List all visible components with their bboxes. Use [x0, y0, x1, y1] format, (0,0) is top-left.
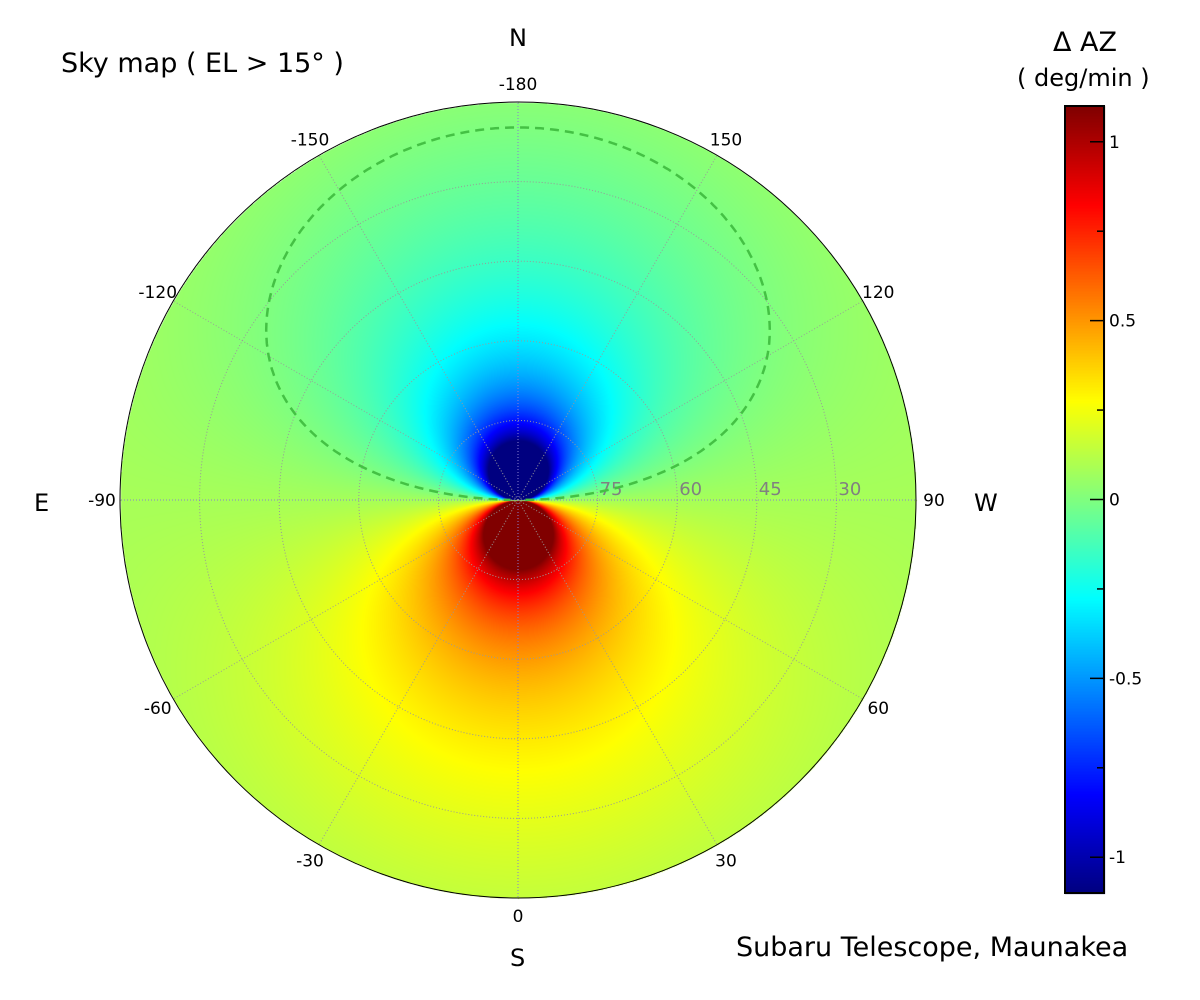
azimuth-tick-label: 30 [715, 851, 737, 871]
site-label: Subaru Telescope, Maunakea [736, 932, 1129, 963]
azimuth-spoke [517, 300, 863, 501]
azimuth-tick-label: 120 [862, 283, 894, 303]
azimuth-spoke [173, 499, 519, 700]
azimuth-tick-label: -120 [138, 283, 177, 303]
elevation-tick-label: 60 [679, 479, 702, 500]
azimuth-tick-label: 0 [513, 907, 524, 927]
azimuth-spoke [318, 155, 519, 501]
azimuth-spoke [173, 300, 519, 501]
azimuth-spoke [517, 499, 863, 700]
elevation-tick-label: 75 [600, 479, 623, 500]
colorbar-tick-label: 1 [1109, 133, 1120, 153]
compass-east: E [34, 489, 50, 517]
azimuth-tick-label: -90 [88, 491, 116, 511]
azimuth-tick-label: -60 [144, 699, 172, 719]
azimuth-spoke [318, 499, 519, 845]
colorbar-tick-label: 0.5 [1109, 312, 1136, 332]
azimuth-tick-label: -30 [296, 851, 324, 871]
elevation-tick-label: 30 [838, 479, 861, 500]
azimuth-tick-label: -180 [499, 75, 538, 95]
chart-title: Sky map ( EL > 15° ) [61, 48, 344, 79]
zero-contour [264, 126, 772, 502]
colorbar-unit: ( deg/min ) [1017, 64, 1150, 92]
elevation-ring [437, 419, 599, 581]
azimuth-tick-label: 90 [923, 491, 945, 511]
azimuth-spoke [517, 499, 718, 845]
colorbar-title: Δ AZ [1053, 27, 1118, 58]
plot-boundary [119, 101, 917, 899]
colorbar-tick-label: -1 [1109, 848, 1126, 868]
azimuth-tick-label: 150 [710, 131, 742, 151]
azimuth-tick-label: -150 [291, 131, 330, 151]
azimuth-spoke [517, 155, 718, 501]
elevation-tick-label: 45 [759, 479, 782, 500]
colorbar-tick-label: -0.5 [1109, 669, 1142, 689]
compass-north: N [509, 24, 527, 52]
azimuth-tick-label: 60 [867, 699, 889, 719]
compass-south: S [510, 944, 526, 972]
compass-west: W [974, 489, 998, 517]
colorbar-tick-label: 0 [1109, 491, 1120, 511]
